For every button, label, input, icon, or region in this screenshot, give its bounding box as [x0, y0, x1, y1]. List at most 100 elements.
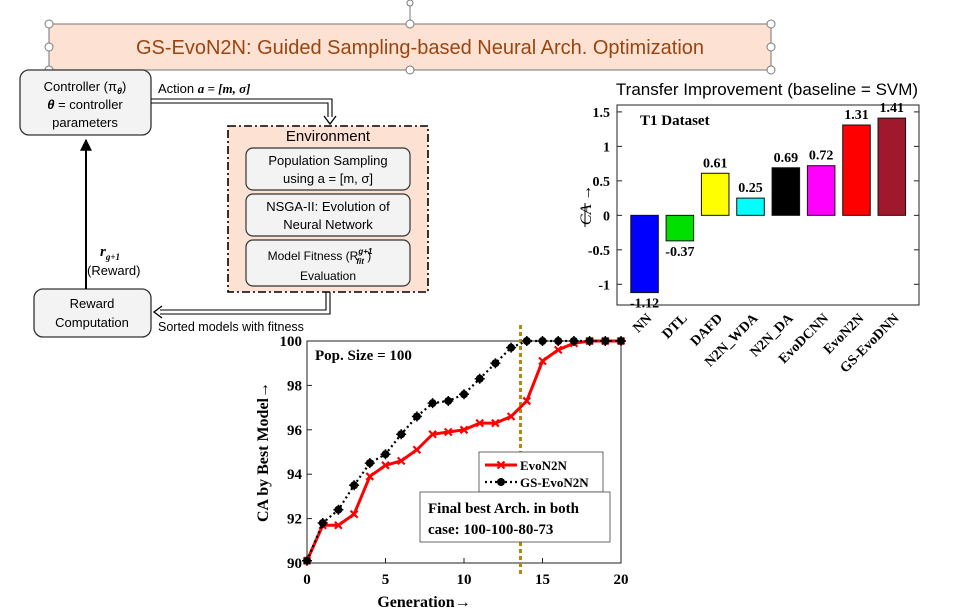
legend-marker — [496, 460, 506, 470]
env-step-fitness: Model Fitness (Rg+1 fit ) Evaluation — [245, 239, 411, 287]
bar-y-tick-label: 0.5 — [593, 175, 611, 190]
bar-y-tick-label: -0.5 — [588, 244, 610, 259]
fitness-arrow — [152, 292, 331, 319]
bar-gs-evodnn — [877, 117, 907, 216]
env-step-sampling-line2: using a = [m, σ] — [283, 171, 373, 186]
env-step-nsga: NSGA-II: Evolution of Neural Network — [245, 193, 411, 237]
point-gs-evon2n-star — [568, 336, 579, 346]
line-x-tick-label: 0 — [303, 572, 311, 588]
bar-plot-area — [616, 104, 920, 306]
rotate-handle[interactable] — [406, 0, 414, 7]
point-evon2n — [475, 418, 484, 428]
point-evon2n — [491, 418, 500, 428]
point-gs-evon2n-star — [333, 504, 344, 515]
bar-dafd — [700, 172, 730, 216]
fitness-sup: g+1 — [357, 247, 373, 256]
point-gs-evon2n-star — [427, 398, 438, 409]
controller-pi-sub: θ — [117, 86, 122, 96]
point-evon2n — [506, 412, 516, 421]
point-gs-evon2n-star — [521, 336, 532, 346]
annotation-box-line: Final best Arch. in both — [428, 501, 580, 517]
point-evon2n — [522, 396, 532, 406]
env-step-nsga-line2: Neural Network — [283, 217, 373, 232]
svg-text:θ = controller: θ = controller — [47, 97, 123, 112]
point-evon2n — [381, 461, 390, 470]
controller-line1-end: ) — [122, 79, 126, 94]
point-gs-evon2n-star — [537, 336, 548, 346]
line-annotation-top: Pop. Size = 100 — [315, 348, 412, 364]
legend-marker — [497, 478, 505, 486]
line-x-tick-label: 20 — [614, 572, 629, 588]
title-banner[interactable]: GS-EvoN2N: Guided Sampling-based Neural … — [44, 0, 776, 75]
bar-n2n-wda — [736, 197, 765, 216]
bar-value-label: 1.31 — [844, 108, 869, 123]
legend-label: EvoN2N — [520, 458, 568, 473]
line-chart: 0 5 10 15 20 90 92 94 96 98 100 Generation→ CA by Be… — [255, 325, 629, 611]
point-gs-evon2n-star — [584, 336, 595, 346]
reward-box-line2: Computation — [55, 315, 129, 330]
bar-nn — [630, 214, 659, 294]
point-gs-evon2n-star — [349, 480, 360, 491]
action-label: Action a = [m, σ] — [158, 81, 250, 96]
line-y-tick-label: 90 — [287, 556, 302, 572]
bar-value-label: -0.37 — [665, 245, 694, 260]
point-gs-evon2n-star — [490, 358, 501, 369]
bar-value-label: -1.12 — [630, 297, 659, 312]
reward-box-line1: Reward — [70, 296, 115, 311]
selection-handle[interactable] — [766, 65, 776, 75]
point-evon2n — [365, 472, 375, 481]
point-evon2n — [444, 427, 453, 437]
bar-y-axis-label: CA → — [578, 185, 595, 225]
bar-value-label: 0.25 — [738, 181, 763, 196]
selection-handle[interactable] — [44, 19, 54, 29]
point-gs-evon2n-star — [600, 336, 611, 346]
controller-line1: Controller (π — [44, 79, 117, 94]
line-y-tick-label: 96 — [287, 423, 303, 439]
line-x-tick-label: 15 — [535, 572, 550, 588]
line-x-tick-label: 5 — [382, 572, 390, 588]
point-gs-evon2n-star — [459, 389, 469, 400]
selection-handle[interactable] — [766, 19, 776, 29]
controller-theta: θ — [47, 97, 54, 112]
point-evon2n — [459, 425, 469, 435]
env-step-nsga-line1: NSGA-II: Evolution of — [266, 199, 390, 214]
line-legend: EvoN2N GS-EvoN2N — [478, 451, 604, 493]
selection-handle[interactable] — [405, 19, 415, 29]
bar-chart-title: Transfer Improvement (baseline = SVM) — [616, 80, 918, 99]
line-y-tick-label: 94 — [287, 467, 303, 483]
selection-handle[interactable] — [405, 65, 415, 75]
point-gs-evon2n-star — [396, 429, 407, 440]
bar-dtl — [665, 214, 695, 242]
bar-n2n-da — [771, 167, 801, 216]
sorted-label: Sorted models with fitness — [158, 320, 304, 334]
banner-title: GS-EvoN2N: Guided Sampling-based Neural … — [136, 37, 704, 59]
reward-variable: rg+1 — [100, 244, 120, 262]
bar-annotation: T1 Dataset — [640, 113, 710, 129]
point-gs-evon2n-star — [553, 336, 564, 346]
bar-y-tick-label: 1.5 — [593, 106, 611, 121]
point-gs-evon2n-star — [616, 336, 626, 346]
point-evon2n — [553, 345, 563, 355]
point-gs-evon2n-star — [302, 555, 312, 566]
env-step-sampling-line1: Population Sampling — [268, 153, 387, 168]
line-y-tick-label: 92 — [287, 512, 302, 528]
point-gs-evon2n-star — [474, 373, 485, 384]
bar-category-label: DTL — [660, 311, 691, 342]
fitness-sub: fit — [356, 257, 364, 266]
env-step-fitness-line1: Model Fitness (R — [268, 249, 359, 263]
env-step-fitness-line2: Evaluation — [300, 269, 356, 283]
action-arrow — [151, 98, 337, 126]
line-y-tick-label: 100 — [280, 334, 303, 350]
line-annotation-box: Final best Arch. in both case: 100-100-80… — [419, 491, 611, 543]
controller-line2: = controller — [54, 97, 123, 112]
bar-category-label: NN — [630, 311, 655, 336]
selection-handle[interactable] — [766, 42, 776, 52]
reward-caption: (Reward) — [87, 263, 140, 278]
point-evon2n — [412, 445, 422, 455]
point-gs-evon2n-star — [364, 458, 375, 469]
point-gs-evon2n-star — [443, 395, 454, 406]
point-evon2n — [334, 520, 343, 530]
selection-handle[interactable] — [44, 42, 54, 52]
bar-value-label: 1.41 — [880, 101, 905, 116]
